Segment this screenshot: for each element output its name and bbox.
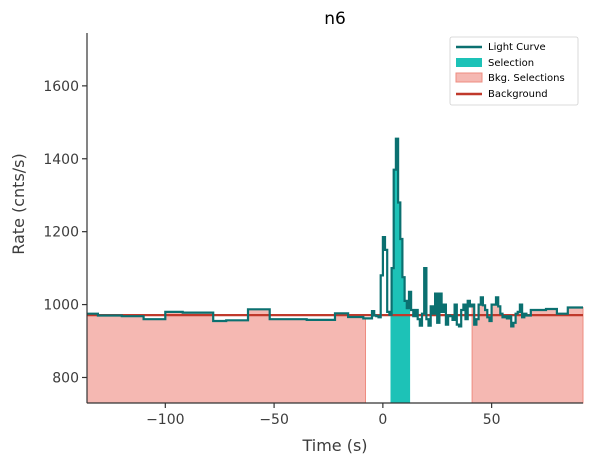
legend-light-curve-label: Light Curve bbox=[488, 42, 546, 53]
legend: Light Curve Selection Bkg. Selections Ba… bbox=[449, 36, 579, 106]
x-tick-label: −100 bbox=[146, 412, 184, 428]
x-axis-label: Time (s) bbox=[301, 436, 367, 455]
bkg-selection-region-1 bbox=[86, 308, 366, 404]
legend-box bbox=[449, 36, 579, 106]
light-curve-line bbox=[87, 137, 583, 328]
legend-selection-swatch bbox=[456, 58, 482, 67]
x-ticks: −100 −50 0 50 bbox=[146, 403, 501, 428]
y-tick-label: 1600 bbox=[43, 79, 79, 95]
y-axis-label: Rate (cnts/s) bbox=[9, 153, 28, 255]
x-tick-label: 0 bbox=[378, 412, 387, 428]
y-ticks: 800 1000 1200 1400 1600 bbox=[43, 79, 87, 386]
selection-layer bbox=[390, 138, 411, 403]
x-tick-label: −50 bbox=[259, 412, 289, 428]
x-tick-label: 50 bbox=[483, 412, 501, 428]
y-tick-label: 1200 bbox=[43, 225, 79, 241]
chart-title: n6 bbox=[324, 9, 346, 29]
y-tick-label: 800 bbox=[52, 370, 79, 386]
y-tick-label: 1000 bbox=[43, 298, 79, 314]
legend-selection-label: Selection bbox=[488, 58, 534, 69]
selection-region bbox=[390, 138, 411, 403]
light-curve-layer bbox=[87, 137, 583, 328]
legend-bkg-selections-label: Bkg. Selections bbox=[488, 73, 565, 84]
legend-bkg-selections-swatch bbox=[455, 72, 483, 83]
y-tick-label: 1400 bbox=[43, 152, 79, 168]
legend-background-label: Background bbox=[488, 89, 548, 100]
